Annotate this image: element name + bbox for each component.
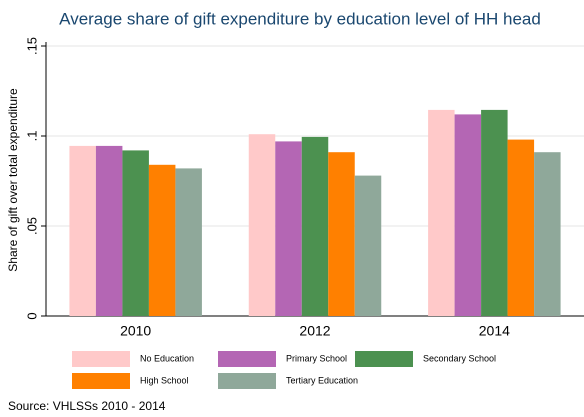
bar xyxy=(175,168,202,316)
bar xyxy=(275,141,302,316)
y-tick-label: .05 xyxy=(24,217,39,235)
y-tick-label: .15 xyxy=(24,37,39,55)
y-tick-label: .1 xyxy=(24,131,39,142)
legend-swatch xyxy=(218,373,276,389)
bar xyxy=(148,164,176,316)
legend-swatch xyxy=(72,373,130,389)
x-tick-label: 2010 xyxy=(120,323,151,339)
bar xyxy=(248,134,276,316)
legend-label: No Education xyxy=(140,353,194,363)
bar xyxy=(454,114,482,317)
legend-label: Tertiary Education xyxy=(286,375,358,385)
bar xyxy=(69,145,96,316)
x-tick-label: 2012 xyxy=(299,323,330,339)
y-tick-label: 0 xyxy=(24,312,39,319)
bar xyxy=(534,152,561,316)
bar xyxy=(122,150,149,316)
legend-swatch xyxy=(355,351,413,367)
bar xyxy=(328,152,355,316)
bar xyxy=(354,175,382,316)
bar xyxy=(428,109,455,317)
legend-label: Primary School xyxy=(286,353,347,363)
legend-label: Secondary School xyxy=(423,353,496,363)
bar xyxy=(507,139,535,316)
bar xyxy=(301,136,329,316)
chart-title: Average share of gift expenditure by edu… xyxy=(59,9,541,28)
legend-swatch xyxy=(72,351,130,367)
legend-swatch xyxy=(218,351,276,367)
legend-label: High School xyxy=(140,375,189,385)
bar xyxy=(481,109,508,317)
y-axis-label: Share of gift over total expenditure xyxy=(6,88,20,272)
source-note: Source: VHLSSs 2010 - 2014 xyxy=(8,399,166,413)
x-tick-label: 2014 xyxy=(479,323,510,339)
bar xyxy=(95,145,123,316)
